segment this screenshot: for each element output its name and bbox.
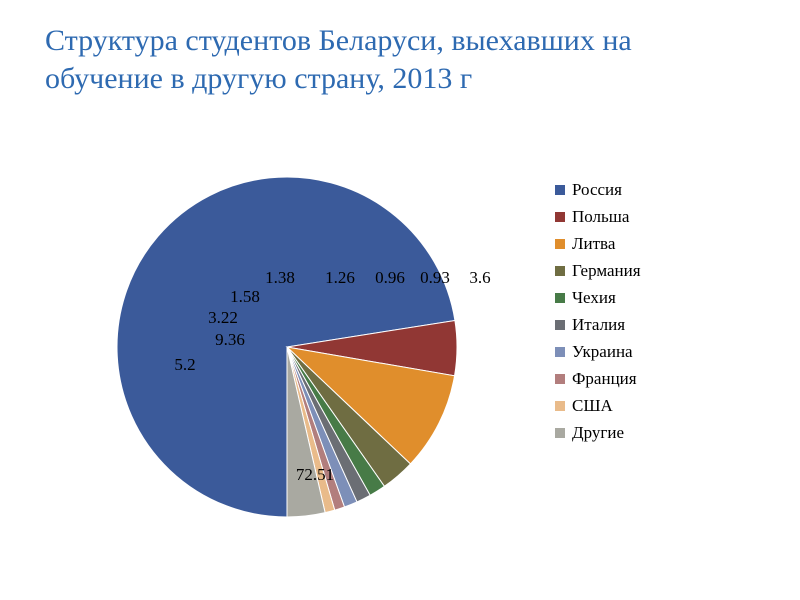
pie-value-label: 1.38 <box>265 268 295 288</box>
legend-label: Италия <box>572 315 625 335</box>
pie-value-label: 0.96 <box>375 268 405 288</box>
legend-swatch <box>555 401 565 411</box>
legend-swatch <box>555 320 565 330</box>
legend-item: Литва <box>555 234 641 254</box>
legend-item: Франция <box>555 369 641 389</box>
legend-label: США <box>572 396 613 416</box>
legend-item: Другие <box>555 423 641 443</box>
pie-chart: 72.515.29.363.221.581.381.260.960.933.6 <box>115 175 460 520</box>
pie-value-label: 1.58 <box>230 287 260 307</box>
legend-swatch <box>555 293 565 303</box>
legend-label: Чехия <box>572 288 616 308</box>
legend-label: Украина <box>572 342 633 362</box>
legend-swatch <box>555 347 565 357</box>
pie-value-label: 72.51 <box>296 465 334 485</box>
legend-item: Польша <box>555 207 641 227</box>
chart-title: Структура студентов Беларуси, выехавших … <box>45 22 755 97</box>
legend-swatch <box>555 185 565 195</box>
legend-label: Франция <box>572 369 637 389</box>
legend-label: Польша <box>572 207 629 227</box>
legend-item: Россия <box>555 180 641 200</box>
pie-value-label: 1.26 <box>325 268 355 288</box>
legend-swatch <box>555 212 565 222</box>
legend-swatch <box>555 266 565 276</box>
legend-label: Германия <box>572 261 641 281</box>
legend-swatch <box>555 239 565 249</box>
legend-item: США <box>555 396 641 416</box>
pie-value-label: 9.36 <box>215 330 245 350</box>
pie-value-label: 3.22 <box>208 308 238 328</box>
pie-value-label: 3.6 <box>469 268 490 288</box>
legend-item: Германия <box>555 261 641 281</box>
legend-swatch <box>555 428 565 438</box>
legend-item: Италия <box>555 315 641 335</box>
pie-value-label: 5.2 <box>174 355 195 375</box>
pie-value-label: 0.93 <box>420 268 450 288</box>
legend-label: Россия <box>572 180 622 200</box>
chart-area: 72.515.29.363.221.581.381.260.960.933.6 … <box>0 150 800 580</box>
legend-label: Литва <box>572 234 615 254</box>
legend-label: Другие <box>572 423 624 443</box>
legend-swatch <box>555 374 565 384</box>
legend-item: Чехия <box>555 288 641 308</box>
legend: Россия Польша Литва Германия Чехия Италия Укра… <box>555 180 641 450</box>
legend-item: Украина <box>555 342 641 362</box>
